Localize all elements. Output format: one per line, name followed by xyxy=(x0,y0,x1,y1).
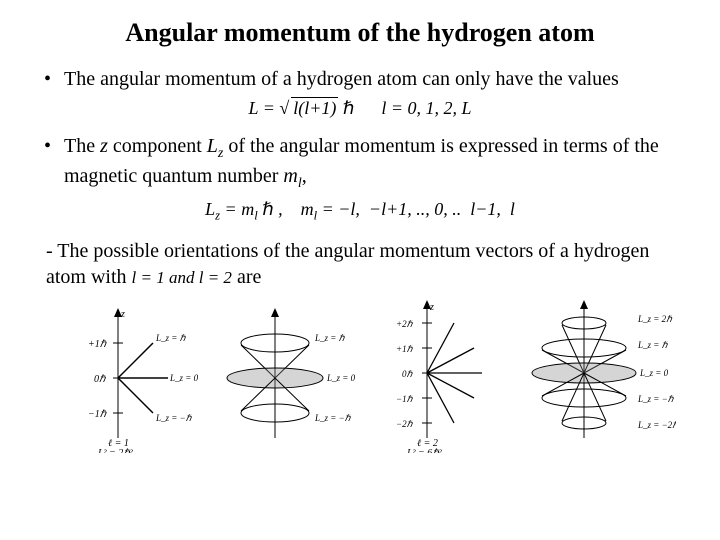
tick: 0ℏ xyxy=(94,374,106,385)
bullet-1-text: The angular momentum of a hydrogen atom … xyxy=(64,66,680,92)
eq1-lhs: L = xyxy=(249,98,275,118)
bullet-2: • The z component Lz of the angular mome… xyxy=(40,133,680,193)
lbl: L_z = ℏ xyxy=(637,340,669,350)
tick: +1ℏ xyxy=(396,344,414,354)
t: L xyxy=(207,135,218,157)
eq1-radicand: l(l+1) xyxy=(291,97,338,118)
t: , xyxy=(302,165,307,187)
fig-l2-cones: L_z = 2ℏ L_z = ℏ L_z = 0 L_z = −ℏ L_z = … xyxy=(516,298,676,453)
equation-2: Lz = ml ℏ , ml = −l, −l+1, .., 0, .. l−1… xyxy=(40,199,680,224)
t: component xyxy=(108,135,207,157)
svg-text:z: z xyxy=(120,309,125,320)
tick: −2ℏ xyxy=(396,419,414,429)
page-title: Angular momentum of the hydrogen atom xyxy=(40,18,680,48)
lbl: L_z = 2ℏ xyxy=(637,314,673,324)
eq1-lvals: l = 0, 1, 2, L xyxy=(381,98,471,118)
cap: L² = 6ℏ² xyxy=(406,448,443,453)
tick: 0ℏ xyxy=(402,369,414,379)
tick: +1ℏ xyxy=(88,339,107,350)
tick: −1ℏ xyxy=(88,409,107,420)
tick: +2ℏ xyxy=(396,319,414,329)
lbl: L_z = −2ℏ xyxy=(637,420,676,430)
tick: −1ℏ xyxy=(396,394,414,404)
t: The xyxy=(64,135,100,157)
figures-row: +1ℏ 0ℏ −1ℏ L_z = ℏ L_z = 0 L_z = −ℏ ℓ = … xyxy=(40,298,680,453)
lbl: L_z = −ℏ xyxy=(155,413,193,423)
lbl: L_z = −ℏ xyxy=(314,413,352,423)
bullet-dot: • xyxy=(40,66,64,92)
bullet-1: • The angular momentum of a hydrogen ato… xyxy=(40,66,680,92)
t: are xyxy=(232,266,261,288)
lbl: L_z = 0 xyxy=(326,373,355,383)
lbl: L_z = ℏ xyxy=(155,333,187,343)
svg-text:z: z xyxy=(429,302,434,313)
lbl: L_z = 0 xyxy=(639,368,669,378)
eq1-hbar: ℏ xyxy=(343,98,354,118)
fig-l1-vectors: +1ℏ 0ℏ −1ℏ L_z = ℏ L_z = 0 L_z = −ℏ ℓ = … xyxy=(44,303,201,453)
lbl: L_z = 0 xyxy=(169,373,198,383)
t: l = 1 and l = 2 xyxy=(132,268,232,287)
t: m xyxy=(283,165,297,187)
lbl: L_z = ℏ xyxy=(314,333,346,343)
fig-l1-cones: L_z = ℏ L_z = 0 L_z = −ℏ xyxy=(201,303,358,453)
cap: L² = 2ℏ² xyxy=(97,448,134,453)
dash-statement: - The possible orientations of the angul… xyxy=(40,238,680,290)
bullet-2-text: The z component Lz of the angular moment… xyxy=(64,133,680,193)
lbl: L_z = −ℏ xyxy=(637,394,675,404)
fig-l2-vectors: +2ℏ +1ℏ 0ℏ −1ℏ −2ℏ ℓ = 2 L² = 6ℏ² z xyxy=(359,298,516,453)
bullet-dot: • xyxy=(40,133,64,159)
t: z xyxy=(100,135,108,157)
equation-1: L = √l(l+1) ℏ l = 0, 1, 2, L xyxy=(40,98,680,119)
